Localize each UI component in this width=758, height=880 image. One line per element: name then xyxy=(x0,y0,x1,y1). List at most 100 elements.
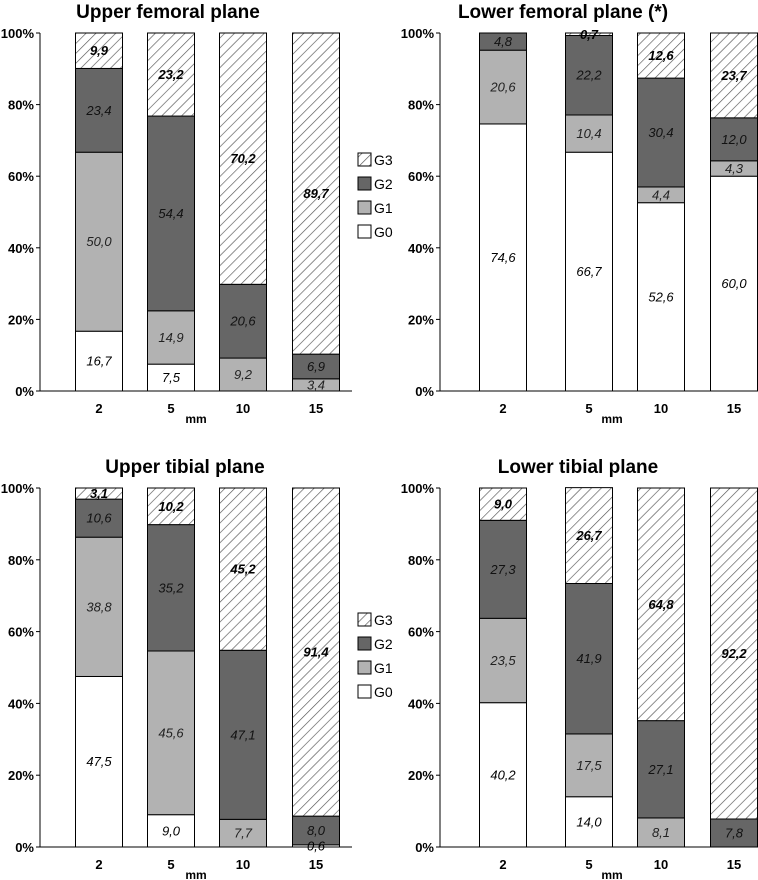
data-label: 60,0 xyxy=(721,276,747,291)
bar-segment-g2 xyxy=(637,77,685,188)
data-label: 7,7 xyxy=(234,826,253,841)
y-tick-label: 40% xyxy=(8,696,34,711)
y-tick-label: 80% xyxy=(408,98,434,113)
x-axis-unit: mm xyxy=(601,412,622,426)
data-label: 20,6 xyxy=(229,314,256,329)
x-tick-label: 5 xyxy=(167,401,174,416)
bar-segment-g2 xyxy=(292,815,340,846)
data-label: 12,0 xyxy=(721,132,747,147)
data-label: 9,2 xyxy=(234,367,253,382)
bar-segment-g1 xyxy=(219,357,267,392)
chart-upper-femoral: Upper femoral plane 0% 20% 40% 60% 80% 100% 16… xyxy=(1,2,352,426)
chart-title: Lower femoral plane (*) xyxy=(458,2,668,23)
legend-item-g2: G2 xyxy=(357,176,393,192)
legend-label: G1 xyxy=(374,200,393,216)
bar-segment-g2 xyxy=(147,115,195,312)
legend-item-g3: G3 xyxy=(357,152,393,168)
x-tick-label: 2 xyxy=(95,857,102,872)
data-label: 91,4 xyxy=(303,645,329,660)
bar-segment-g3 xyxy=(147,32,195,117)
data-label: 23,2 xyxy=(157,67,184,82)
data-label: 30,4 xyxy=(648,125,673,140)
x-tick-label: 2 xyxy=(499,857,506,872)
bar-segment-g3 xyxy=(637,487,685,722)
chart-title: Upper femoral plane xyxy=(76,2,260,23)
data-label: 12,6 xyxy=(648,48,674,63)
y-tick-label: 0% xyxy=(15,840,34,855)
x-tick-label: 10 xyxy=(654,401,668,416)
data-label: 23,5 xyxy=(489,653,516,668)
bar-segment-g1 xyxy=(147,310,195,365)
bar-segment-g0 xyxy=(637,202,685,392)
x-tick-label: 15 xyxy=(727,401,741,416)
x-tick-label: 10 xyxy=(654,857,668,872)
data-label: 9,0 xyxy=(494,497,513,512)
bar-segment-g1 xyxy=(479,617,527,704)
legend-swatch xyxy=(357,684,372,699)
data-label: 92,2 xyxy=(721,646,747,661)
x-tick-label: 5 xyxy=(585,857,592,872)
y-tick-label: 0% xyxy=(15,384,34,399)
legend-swatch xyxy=(357,660,372,675)
data-label: 35,2 xyxy=(158,580,184,595)
x-axis-unit: mm xyxy=(601,868,622,880)
x-tick-label: 2 xyxy=(499,401,506,416)
bar-segment-g2 xyxy=(565,582,613,735)
bar-segment-g2 xyxy=(479,32,527,51)
x-axis-unit: mm xyxy=(185,412,206,426)
y-tick-label: 20% xyxy=(408,312,434,327)
bar-segment-g2 xyxy=(710,117,758,162)
data-label: 26,7 xyxy=(575,528,602,543)
data-labels: 40,2 23,5 27,3 9,0 14,0 17,5 41,9 26,7 8,1 27,1 64… xyxy=(489,497,747,841)
legend-swatch xyxy=(357,612,372,627)
data-label: 38,8 xyxy=(86,599,112,614)
x-tick-label: 2 xyxy=(95,401,102,416)
data-label: 10,4 xyxy=(576,126,601,141)
legend-item-g3: G3 xyxy=(357,612,393,628)
data-label: 17,5 xyxy=(576,758,602,773)
x-tick-label: 15 xyxy=(727,857,741,872)
legend-item-g0: G0 xyxy=(357,684,393,700)
legend-swatch xyxy=(357,636,372,651)
chart-title: Upper tibial plane xyxy=(105,457,264,478)
y-axis: 0% 20% 40% 60% 80% 100% xyxy=(401,26,752,399)
data-label: 66,7 xyxy=(576,264,602,279)
x-tick-label: 10 xyxy=(236,857,250,872)
legend-item-g0: G0 xyxy=(357,224,393,240)
bar-segment-g3 xyxy=(565,487,613,584)
legend-label: G2 xyxy=(374,636,393,652)
bar-segment-g2 xyxy=(75,498,123,538)
y-tick-label: 40% xyxy=(408,241,434,256)
data-label: 23,4 xyxy=(85,103,111,118)
bar-segment-g2 xyxy=(147,524,195,652)
y-tick-label: 100% xyxy=(1,481,35,496)
bar-segment-g3 xyxy=(219,32,267,285)
y-tick-label: 0% xyxy=(415,384,434,399)
legend-item-g1: G1 xyxy=(357,660,393,676)
x-tick-label: 5 xyxy=(167,857,174,872)
legend-label: G3 xyxy=(374,612,393,628)
data-label: 89,7 xyxy=(303,186,329,201)
y-tick-label: 20% xyxy=(8,768,34,783)
x-tick-label: 15 xyxy=(309,401,323,416)
x-tick-label: 15 xyxy=(309,857,323,872)
legend-swatch xyxy=(357,200,372,215)
bars xyxy=(75,32,340,392)
data-label: 50,0 xyxy=(86,234,112,249)
y-tick-label: 100% xyxy=(1,26,35,41)
legend-label: G1 xyxy=(374,660,393,676)
bars xyxy=(75,487,340,848)
data-labels: 47,5 38,8 10,6 3,1 9,0 45,6 35,2 10,2 7,7 47,1 45,… xyxy=(86,486,329,853)
y-tick-label: 20% xyxy=(8,312,34,327)
bar-segment-g0 xyxy=(565,796,613,848)
bar-segment-g3 xyxy=(147,487,195,526)
bar-segment-g2 xyxy=(565,35,613,116)
bar-segment-g3 xyxy=(565,32,613,37)
y-tick-label: 100% xyxy=(401,481,435,496)
y-tick-label: 60% xyxy=(408,169,434,184)
y-tick-label: 20% xyxy=(408,768,434,783)
y-tick-label: 80% xyxy=(8,553,34,568)
y-tick-label: 80% xyxy=(408,553,434,568)
y-axis: 0% 20% 40% 60% 80% 100% xyxy=(1,26,352,399)
